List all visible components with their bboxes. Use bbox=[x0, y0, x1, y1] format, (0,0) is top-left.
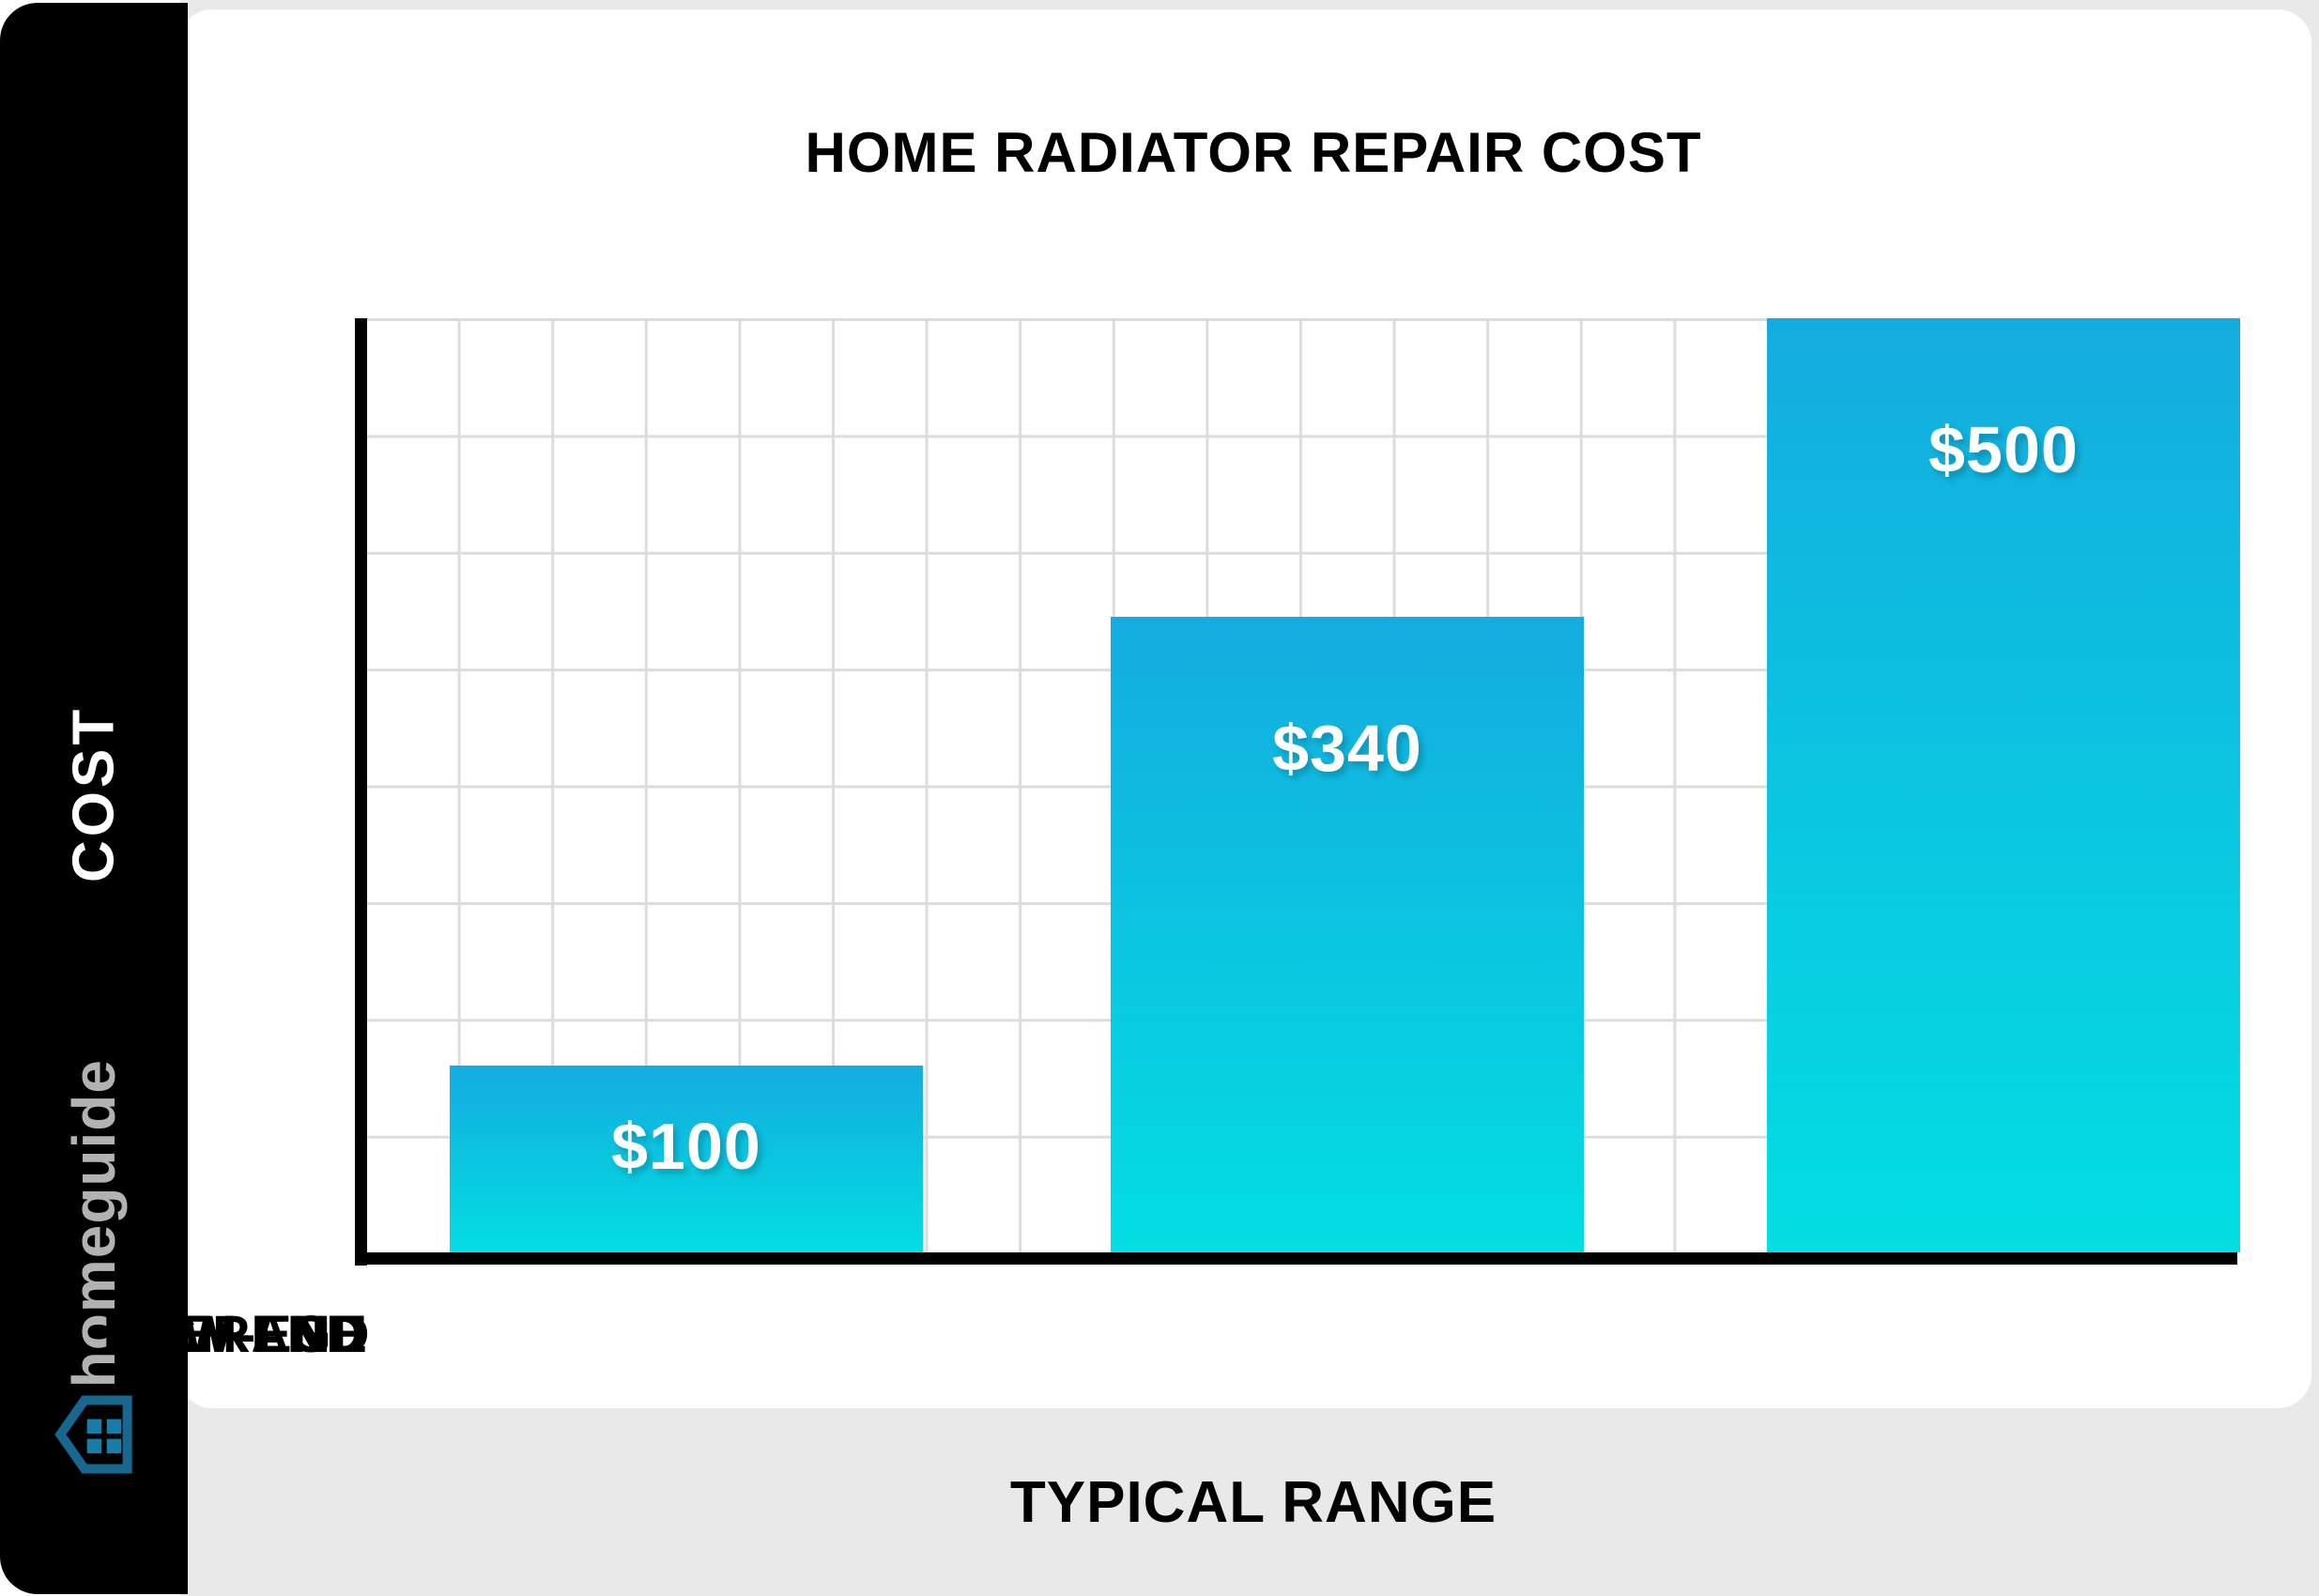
category-label-high-end: HIGH-END bbox=[102, 1304, 371, 1363]
y-axis-title: COST bbox=[61, 705, 127, 883]
category-label-average: AVERAGE bbox=[105, 1304, 368, 1363]
y-axis-line bbox=[355, 318, 367, 1266]
bar-average: $340 bbox=[1111, 617, 1584, 1252]
plot-area: $100 $340 $500 bbox=[367, 318, 2240, 1252]
bar-value-label: $100 bbox=[611, 1110, 761, 1183]
bar-value-label: $500 bbox=[1928, 413, 2079, 486]
bar-low-end: $100 bbox=[450, 1066, 923, 1252]
bar-value-label: $340 bbox=[1272, 712, 1422, 786]
homeguide-house-icon bbox=[54, 1395, 132, 1474]
chart-title: HOME RADIATOR REPAIR COST bbox=[805, 121, 1702, 184]
left-sidebar: COST homeguide bbox=[0, 3, 188, 1594]
x-axis-line bbox=[355, 1252, 2237, 1265]
category-label-low-end: LOW-END bbox=[108, 1304, 365, 1363]
bars-group: $100 $340 $500 bbox=[367, 318, 2240, 1252]
bar-high-end: $500 bbox=[1767, 318, 2240, 1252]
x-axis-title: TYPICAL RANGE bbox=[1009, 1470, 1497, 1535]
